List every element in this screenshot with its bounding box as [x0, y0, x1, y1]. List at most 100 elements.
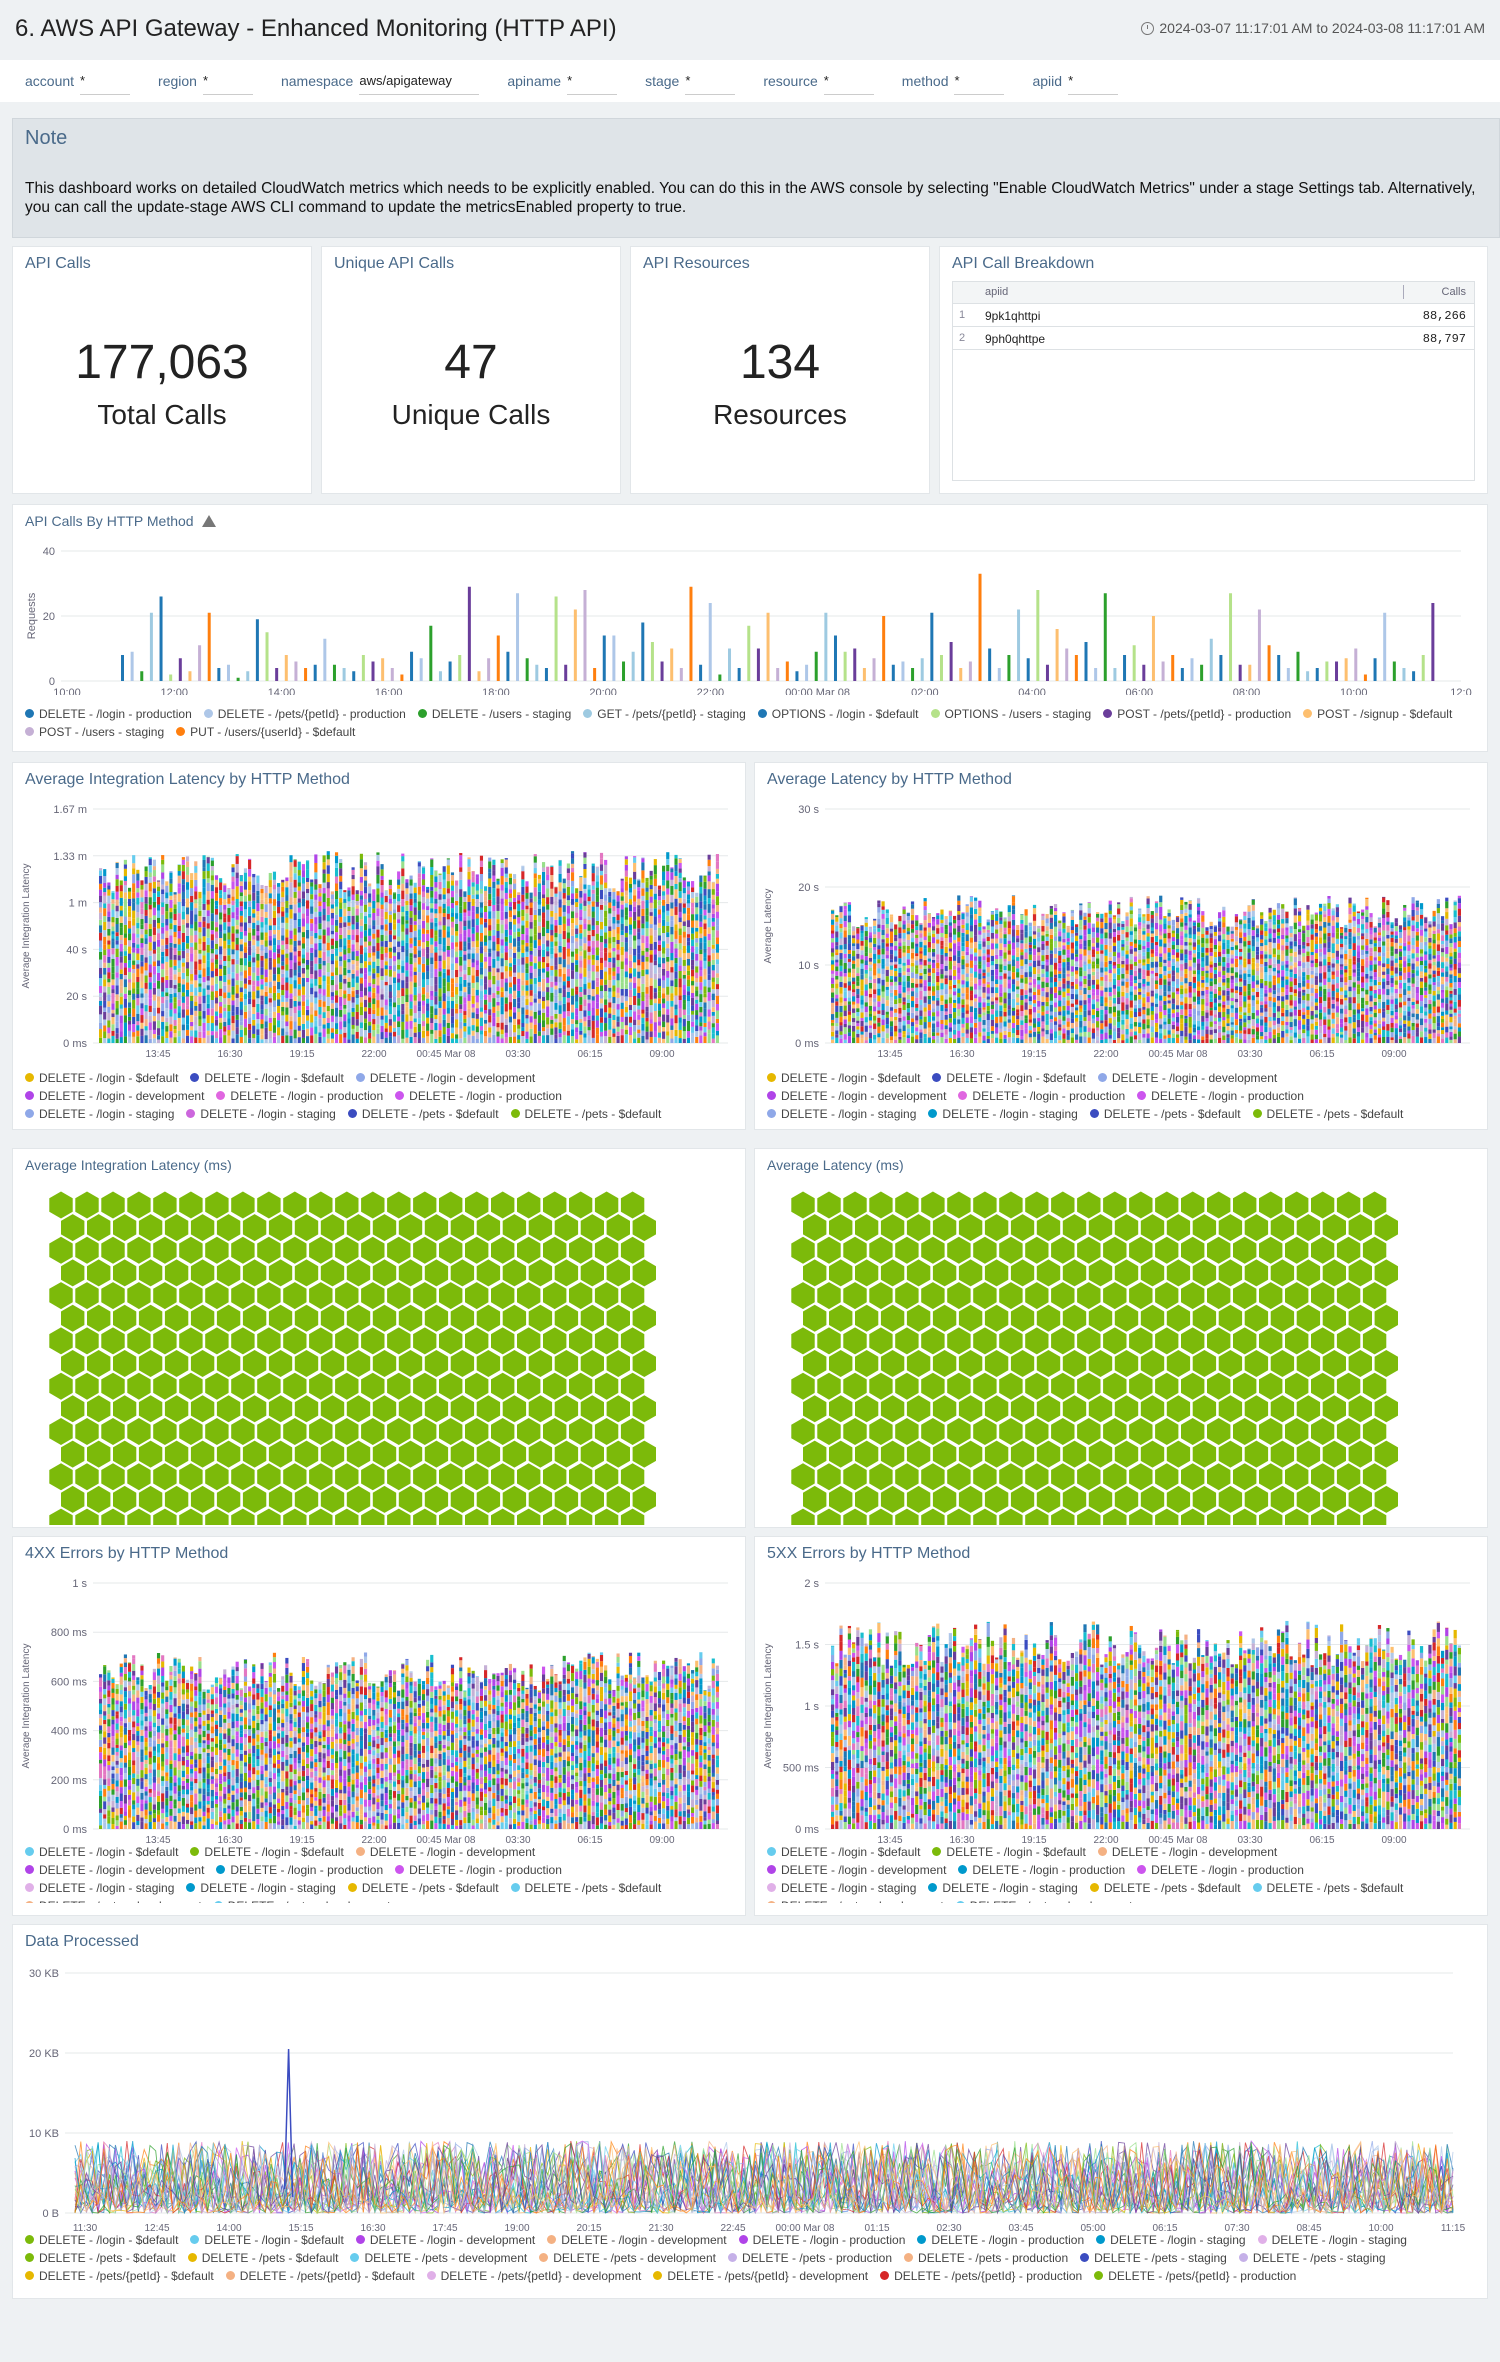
- bar-segment: [657, 1010, 662, 1017]
- legend-item[interactable]: DELETE - /login - development: [25, 1087, 204, 1105]
- legend-item[interactable]: DELETE - /login - production: [216, 1087, 383, 1105]
- bar-segment: [326, 851, 330, 856]
- bar-segment: [297, 898, 301, 903]
- legend-color-swatch: [25, 727, 34, 737]
- bar-segment: [219, 995, 223, 1002]
- legend-item[interactable]: DELETE - /pets - $default: [510, 1105, 661, 1123]
- legend-item[interactable]: DELETE - /login - $default: [25, 1069, 178, 1087]
- avg-integration-latency-panel[interactable]: Average Integration Latency by HTTP Meth…: [12, 762, 746, 1130]
- bar-segment: [214, 875, 219, 880]
- bar-segment: [227, 998, 231, 1005]
- legend-item[interactable]: DELETE - /login - staging: [186, 1105, 336, 1123]
- bar-segment: [504, 877, 508, 882]
- legend-item[interactable]: OPTIONS - /login - $default: [757, 705, 919, 723]
- bar-segment: [873, 947, 877, 950]
- column-divider[interactable]: [1403, 285, 1404, 299]
- bar-segment: [517, 892, 521, 895]
- warning-icon[interactable]: [201, 515, 216, 528]
- filter-apiname[interactable]: apiname *: [507, 70, 618, 95]
- legend-item[interactable]: DELETE - /pets - development: [25, 1123, 202, 1125]
- legend-item[interactable]: GET - /pets/{petId} - staging: [583, 705, 746, 723]
- bar-segment: [223, 961, 227, 967]
- filter-stage[interactable]: stage *: [645, 70, 736, 95]
- bar-segment: [484, 922, 488, 928]
- bar-segment: [653, 1037, 657, 1043]
- bar-segment: [198, 1003, 202, 1012]
- bar-segment: [496, 990, 500, 995]
- calls-by-method-panel[interactable]: API Calls By HTTP Method 0 20 40 Requests 10…: [12, 504, 1488, 752]
- bar-segment: [616, 923, 620, 928]
- bar-segment: [119, 910, 123, 917]
- bar-segment: [467, 975, 471, 983]
- api-call-breakdown-panel[interactable]: API Call Breakdown apiid Calls 1 9pk1qht…: [939, 246, 1488, 494]
- filter-apiid[interactable]: apiid *: [1032, 70, 1119, 95]
- bar-segment: [558, 882, 562, 892]
- table-row[interactable]: 2 9ph0qhttpe 88,797: [953, 327, 1474, 350]
- bar-segment: [637, 880, 641, 888]
- legend-item[interactable]: OPTIONS - /users - staging: [930, 705, 1091, 723]
- legend-item[interactable]: POST - /users - staging: [25, 723, 164, 741]
- bar-segment: [343, 938, 347, 946]
- legend-item[interactable]: POST - /signup - $default: [1303, 705, 1452, 723]
- bar-segment: [372, 968, 376, 974]
- bar-segment: [173, 943, 177, 948]
- legend-item[interactable]: DELETE - /login - staging: [25, 1105, 174, 1123]
- bar-segment: [674, 971, 678, 979]
- legend-item[interactable]: DELETE - /login - production: [395, 1087, 562, 1105]
- bar-segment: [384, 908, 388, 912]
- bar-segment: [831, 956, 835, 961]
- bar-segment: [455, 923, 459, 932]
- bar-segment: [620, 961, 624, 970]
- legend-item[interactable]: DELETE - /pets - development: [214, 1123, 391, 1125]
- bar-segment: [322, 914, 326, 921]
- bar-segment: [707, 866, 711, 872]
- legend-item[interactable]: DELETE - /login - development: [355, 1069, 535, 1087]
- api-resources-panel[interactable]: API Resources 134 Resources: [630, 246, 930, 494]
- legend-item[interactable]: DELETE - /users - staging: [417, 705, 571, 723]
- legend-item[interactable]: DELETE - /login - $default: [190, 1069, 344, 1087]
- bar-segment: [847, 1011, 852, 1015]
- bar-segment: [467, 894, 471, 902]
- bar: [853, 648, 857, 681]
- legend-item[interactable]: DELETE - /login - production: [25, 705, 192, 723]
- bar-segment: [835, 988, 839, 995]
- bar-segment: [570, 886, 575, 894]
- legend-item[interactable]: DELETE - /pets - $default: [347, 1105, 499, 1123]
- legend-item[interactable]: DELETE - /pets/{petId} - production: [203, 705, 406, 723]
- bar-segment: [376, 1015, 380, 1025]
- bar-segment: [550, 930, 554, 936]
- api-calls-panel[interactable]: API Calls 177,063 Total Calls: [12, 246, 312, 494]
- bar-segment: [115, 932, 119, 937]
- bar-segment: [119, 927, 123, 935]
- filter-method[interactable]: method *: [902, 70, 1005, 95]
- bar-segment: [314, 997, 318, 1004]
- column-header-apiid[interactable]: apiid: [985, 286, 1009, 298]
- unique-calls-panel[interactable]: Unique API Calls 47 Unique Calls: [321, 246, 621, 494]
- bar-segment: [148, 1011, 152, 1016]
- bar-segment: [558, 1028, 562, 1034]
- bar-segment: [885, 1005, 889, 1012]
- legend-color-swatch: [190, 1073, 200, 1083]
- filter-account[interactable]: account *: [25, 70, 131, 95]
- bar-segment: [695, 996, 699, 1000]
- bar-segment: [504, 881, 508, 888]
- bar-segment: [570, 898, 575, 905]
- bar-segment: [223, 904, 227, 910]
- bar-segment: [421, 909, 426, 916]
- column-header-calls[interactable]: Calls: [1441, 286, 1466, 298]
- legend-item[interactable]: POST - /pets/{petId} - production: [1103, 705, 1291, 723]
- bar-segment: [306, 977, 310, 983]
- bar-segment: [608, 952, 612, 958]
- filter-namespace[interactable]: namespace aws/apigateway: [281, 70, 480, 95]
- table-row[interactable]: 1 9pk1qhttpi 88,266: [953, 304, 1474, 327]
- bar-segment: [649, 902, 653, 909]
- filter-region[interactable]: region *: [158, 70, 253, 95]
- bar-segment: [198, 943, 202, 951]
- legend-item[interactable]: PUT - /users/{userId} - $default: [176, 723, 355, 741]
- time-range-picker[interactable]: 2024-03-07 11:17:01 AM to 2024-03-08 11:…: [1141, 20, 1485, 36]
- bar-segment: [537, 1035, 541, 1043]
- bar-segment: [583, 950, 587, 959]
- bar-segment: [533, 940, 537, 949]
- filter-resource[interactable]: resource *: [763, 70, 874, 95]
